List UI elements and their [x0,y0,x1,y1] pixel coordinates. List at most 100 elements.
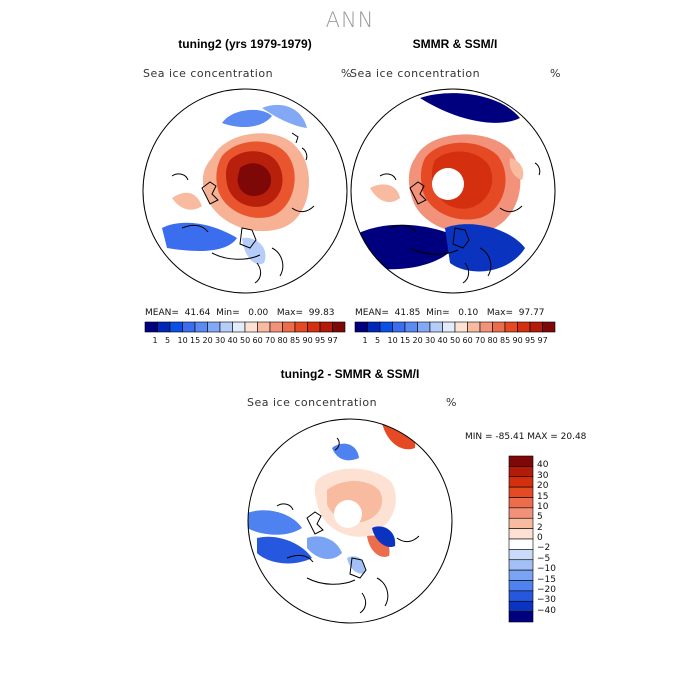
colorbar-right-tick-label: 90 [512,336,523,345]
colorbar-right-tick-label: 40 [437,336,448,345]
colorbar-right-swatch [367,321,381,333]
colorbar-left-tick-label: 30 [215,336,226,345]
left-ice-margin-region [262,104,307,128]
panel-right-stats: MEAN= 41.85 Min= 0.10 Max= 97.77 [355,308,545,318]
right-ice-margin-region [420,93,520,123]
colorbar-left-tick-label: 40 [227,336,238,345]
colorbar-right-swatch [392,321,406,333]
diff-negative-region [257,536,312,564]
colorbar-right-swatch [417,321,431,333]
colorbar-right [354,321,556,333]
colorbar-diff-ticks: 40 30 20 15 10 5 2 0 −2 −5 −10 −15 −20 −30 −40 [537,456,577,622]
colorbar-left-tick-label: 95 [315,336,326,345]
panel-diff-minmax: MIN = -85.41 MAX = 20.48 [465,432,587,442]
left-ice-margin-region [242,237,266,265]
colorbar-diff-tick-label: 30 [537,470,549,481]
colorbar-diff-swatch [508,476,534,488]
colorbar-left-swatch [307,321,321,333]
panel-diff-title: tuning2 - SMMR & SSM/I [280,367,420,381]
colorbar-right-swatch [517,321,531,333]
colorbar-diff-tick-label: 0 [537,533,543,543]
diff-negative-region [307,536,342,560]
right-pole-hole [432,168,464,200]
colorbar-left-swatch [319,321,333,333]
colorbar-diff-tick-label: −5 [537,553,551,564]
panel-diff-field-label: Sea ice concentration [247,396,378,409]
map-right [350,88,556,294]
colorbar-right-swatch [529,321,543,333]
colorbar-right-swatch [467,321,481,333]
left-ice-margin-region [222,109,272,128]
colorbar-diff [508,455,534,623]
colorbar-diff-tick-label: −20 [537,584,556,595]
main-title: ANN [325,8,375,32]
map-left [142,88,348,294]
colorbar-diff-swatch [508,559,534,571]
colorbar-left-tick-label: 70 [265,336,276,345]
colorbar-left-swatch [294,321,308,333]
panel-right-title: SMMR & SSM/I [412,37,498,51]
colorbar-right-swatch [429,321,443,333]
left-ice-margin-region [162,222,237,251]
colorbar-diff-tick-label: 15 [537,491,549,502]
colorbar-right-tick-label: 30 [425,336,436,345]
colorbar-right-tick-label: 50 [450,336,461,345]
colorbar-right-swatch [479,321,493,333]
colorbar-right-swatch [542,321,556,333]
colorbar-right-swatch [492,321,506,333]
colorbar-right-tick-label: 95 [525,336,536,345]
colorbar-left-swatch [207,321,221,333]
colorbar-diff-swatch [508,569,534,581]
colorbar-right-tick-label: 20 [412,336,423,345]
colorbar-right-tick-label: 70 [475,336,486,345]
colorbar-diff-swatch [508,600,534,612]
colorbar-diff-swatch [508,455,534,467]
colorbar-diff-tick-label: −15 [537,574,556,585]
colorbar-right-swatch [354,321,368,333]
colorbar-left-swatch [194,321,208,333]
colorbar-diff-swatch [508,549,534,561]
colorbar-left-swatch [282,321,296,333]
colorbar-left-swatch [269,321,283,333]
colorbar-left-tick-label: 85 [290,336,301,345]
panel-right-field-label: Sea ice concentration [350,67,481,80]
map-diff [247,418,453,624]
panel-diff-units: % [446,396,457,409]
colorbar-left-tick-label: 90 [302,336,313,345]
colorbar-diff-swatch [508,486,534,498]
diff-negative-region [372,526,396,548]
colorbar-right-swatch [379,321,393,333]
colorbar-right-tick-label: 85 [500,336,511,345]
colorbar-left-swatch [332,321,346,333]
colorbar-diff-tick-label: −2 [537,543,551,554]
colorbar-right-tick-label: 5 [375,336,381,345]
right-ice-margin-region [445,224,525,272]
right-ice-margin-region [370,184,400,203]
colorbar-left-tick-label: 5 [165,336,171,345]
colorbar-diff-tick-label: 2 [537,522,543,533]
colorbar-diff-tick-label: −30 [537,595,556,606]
colorbar-right-ticks: 1 5 10 15 20 30 40 50 60 70 80 85 90 95 97 [355,336,555,348]
colorbar-left-tick-label: 80 [277,336,288,345]
colorbar-right-tick-label: 60 [462,336,473,345]
left-ice-margin-region [172,192,202,210]
panel-right-units: % [550,67,561,80]
colorbar-left-swatch [244,321,258,333]
colorbar-right-tick-label: 80 [487,336,498,345]
colorbar-left-swatch [157,321,171,333]
colorbar-left-swatch [144,321,158,333]
colorbar-left-tick-label: 10 [177,336,188,345]
colorbar-right-swatch [404,321,418,333]
colorbar-left-swatch [219,321,233,333]
right-ice-margin-region [351,224,460,270]
colorbar-diff-swatch [508,507,534,519]
colorbar-diff-tick-label: −10 [537,564,556,575]
diff-negative-region [248,510,302,535]
colorbar-diff-swatch [508,590,534,602]
diff-negative-region [332,443,359,461]
colorbar-left-swatch [232,321,246,333]
colorbar-left-tick-label: 20 [202,336,213,345]
colorbar-left-tick-label: 97 [327,336,338,345]
colorbar-diff-swatch [508,466,534,478]
colorbar-left-swatch [182,321,196,333]
